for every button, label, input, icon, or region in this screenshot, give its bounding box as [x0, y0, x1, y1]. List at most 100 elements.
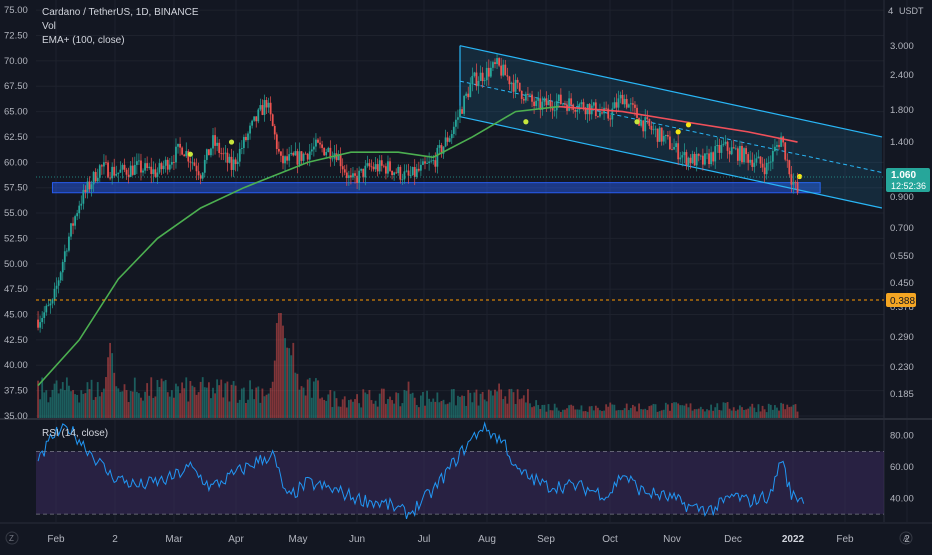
volume-bar — [127, 402, 130, 418]
candle-body — [216, 142, 219, 146]
volume-bar — [617, 410, 620, 418]
right-axis-top-tick: 4 — [888, 6, 893, 17]
volume-bar — [510, 388, 513, 418]
candle-body — [720, 144, 723, 153]
candle-body — [339, 154, 342, 167]
candle-body — [238, 148, 241, 162]
candle-body — [673, 146, 675, 150]
time-axis-tick: Dec — [724, 534, 742, 545]
volume-bar — [197, 392, 200, 418]
candle-body — [72, 223, 74, 226]
candle-body — [148, 166, 151, 168]
volume-bar — [557, 410, 560, 418]
volume-bar — [242, 387, 245, 418]
candle-body — [251, 120, 254, 126]
volume-bar — [576, 409, 579, 418]
signal-dots — [187, 119, 803, 180]
candle-body — [286, 156, 289, 161]
volume-bar — [601, 411, 603, 418]
candle-body — [306, 153, 309, 160]
volume-bar — [333, 391, 336, 418]
volume-bar — [714, 407, 717, 418]
volume-bar — [609, 402, 612, 418]
left-axis-tick: 75.00 — [4, 5, 28, 16]
candle-body — [253, 116, 256, 121]
ema-legend[interactable]: EMA+ (100, close) — [42, 35, 125, 46]
volume-bar — [240, 388, 243, 418]
volume-bar — [786, 404, 789, 418]
candle-body — [53, 288, 56, 300]
volume-bar — [224, 383, 227, 418]
candle-body — [302, 153, 305, 161]
support-zone-rect — [51, 182, 821, 194]
volume-bar — [778, 410, 780, 418]
volume-bar — [564, 409, 566, 418]
candle-body — [403, 171, 406, 180]
volume-bar — [245, 403, 247, 418]
candle-body — [642, 120, 645, 132]
rsi-pane — [36, 421, 884, 520]
candle-body — [319, 142, 321, 145]
candle-body — [428, 161, 431, 164]
candle-body — [613, 102, 616, 109]
candle-body — [207, 149, 210, 156]
volume-bar — [424, 405, 426, 418]
candle-body — [621, 94, 624, 105]
candle-body — [541, 101, 544, 110]
candle-body — [59, 272, 62, 281]
level-lines — [36, 176, 884, 301]
volume-bar — [487, 389, 490, 418]
volume-bar — [726, 402, 729, 418]
candle-body — [94, 171, 97, 182]
candle-body — [409, 174, 412, 176]
volume-bar — [385, 403, 387, 418]
volume-bar — [45, 390, 48, 418]
vol-legend[interactable]: Vol — [42, 21, 56, 32]
time-axis-tick: Jul — [418, 534, 431, 545]
right-axis-tick: 0.230 — [890, 362, 914, 373]
volume-bar — [372, 403, 375, 418]
volume-bar — [417, 407, 420, 418]
time-axis-tick: 2 — [112, 534, 118, 545]
time-axis-tick: Feb — [47, 534, 65, 545]
candle-body — [232, 159, 235, 170]
volume-bar — [267, 393, 270, 418]
volume-bar — [156, 379, 159, 418]
candle-body — [43, 312, 46, 319]
candle-body — [331, 158, 334, 160]
candle-body — [574, 109, 577, 112]
candle-body — [247, 133, 249, 141]
volume-bar — [269, 388, 272, 418]
volume-bar — [438, 402, 441, 418]
candle-body — [378, 160, 381, 172]
volume-bar — [434, 401, 437, 418]
rsi-legend[interactable]: RSI (14, close) — [42, 428, 109, 439]
volume-bar — [689, 403, 692, 418]
candle-body — [312, 146, 315, 150]
candle-body — [607, 108, 610, 119]
candle-body — [710, 152, 713, 165]
candle-body — [397, 166, 400, 174]
volume-bar — [288, 348, 291, 418]
volume-bar — [253, 399, 256, 418]
volume-bar — [298, 389, 301, 418]
candle-body — [792, 181, 795, 185]
candle-body — [564, 103, 566, 105]
candle-body — [675, 143, 678, 147]
volume-bar — [201, 377, 204, 418]
volume-bar — [710, 404, 713, 418]
volume-bar — [72, 390, 74, 418]
last-price-label: 1.060 — [891, 170, 916, 181]
volume-bar — [166, 392, 169, 418]
volume-bar — [395, 392, 398, 418]
volume-bar — [265, 394, 268, 418]
volume-bar — [749, 406, 752, 418]
candle-body — [500, 65, 503, 76]
volume-bar — [465, 405, 468, 418]
candle-body — [362, 168, 365, 178]
symbol-title[interactable]: Cardano / TetherUS, 1D, BINANCE — [42, 7, 199, 18]
candle-body — [708, 153, 710, 165]
volume-bar — [747, 408, 750, 418]
